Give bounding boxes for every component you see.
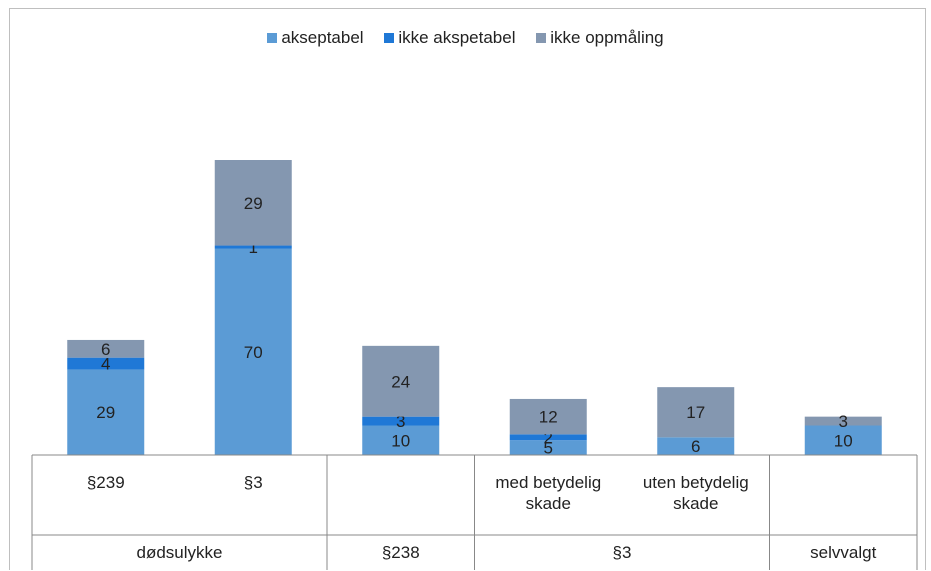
group-label-2: §3 [613,543,632,562]
bar-0-ikke-akspetabel [67,357,145,370]
data-label-1-0: 70 [244,343,263,362]
bar-3-ikke-akspetabel [509,434,587,441]
data-label-5-0: 10 [834,431,853,450]
chart-frame [9,8,926,570]
category-label-4: skade [673,494,718,513]
data-label-1-2: 29 [244,194,263,213]
bar-5-ikke-oppmåling [804,416,882,426]
data-label-4-0: 6 [691,437,700,456]
data-label-3-0: 5 [544,439,553,458]
data-label-4-2: 17 [686,403,705,422]
bar-1-ikke-akspetabel [214,245,292,249]
legend-label-akseptabel: akseptabel [281,28,364,47]
data-label-3-2: 12 [539,408,558,427]
bar-1-ikke-oppmåling [214,160,292,246]
data-label-2-0: 10 [391,431,410,450]
bar-1-akseptabel [214,248,292,455]
bar-4-ikke-oppmåling [657,387,735,438]
data-label-0-1: 4 [101,355,110,374]
group-label-3: selvvalgt [810,543,876,562]
category-label-0: §239 [87,473,125,492]
data-label-5-2: 3 [839,412,848,431]
legend-label-ikke-oppmaling: ikke oppmåling [550,28,664,47]
legend-item-akseptabel: akseptabel [267,28,364,48]
data-label-0-2: 6 [101,340,110,359]
legend-swatch-ikke-oppmaling [536,33,547,43]
category-label-4: uten betydelig [643,473,749,492]
group-label-0: dødsulykke [137,543,223,562]
bar-0-ikke-oppmåling [67,339,145,358]
bar-0-akseptabel [67,369,145,455]
category-label-1: §3 [244,473,263,492]
data-label-1-1: 1 [249,238,258,257]
legend-item-ikke-akspetabel: ikke akspetabel [384,28,516,48]
bar-2-ikke-akspetabel [362,416,440,426]
category-label-3: med betydelig [495,473,601,492]
group-label-1: §238 [382,543,420,562]
legend-label-ikke-akspetabel: ikke akspetabel [398,28,516,47]
data-label-3-1: 2 [544,428,553,447]
legend-swatch-ikke-akspetabel [384,33,395,43]
data-label-0-0: 29 [96,403,115,422]
legend: akseptabel ikke akspetabel ikke oppmålin… [0,28,931,48]
bar-4-akseptabel [657,437,735,455]
data-label-2-1: 3 [396,412,405,431]
legend-swatch-akseptabel [267,33,278,43]
bar-3-ikke-oppmåling [509,398,587,435]
bar-2-akseptabel [362,425,440,455]
legend-item-ikke-oppmaling: ikke oppmåling [536,28,664,48]
bar-5-akseptabel [804,425,882,455]
data-label-2-2: 24 [391,372,410,391]
category-label-3: skade [526,494,571,513]
bar-3-akseptabel [509,440,587,455]
bar-2-ikke-oppmåling [362,345,440,417]
